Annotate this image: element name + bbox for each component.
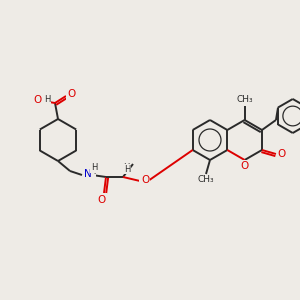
Text: CH₃: CH₃ xyxy=(198,176,214,184)
Text: O: O xyxy=(278,149,286,159)
Text: H: H xyxy=(89,167,95,176)
Text: CH₃: CH₃ xyxy=(236,95,253,104)
Text: H: H xyxy=(123,164,129,172)
Text: N: N xyxy=(83,170,91,180)
Text: H: H xyxy=(91,164,97,172)
Text: N: N xyxy=(84,169,92,179)
Text: O: O xyxy=(141,175,149,185)
Text: H: H xyxy=(43,95,50,104)
Text: O: O xyxy=(241,161,249,171)
Text: O: O xyxy=(98,194,106,204)
Text: O: O xyxy=(97,195,105,205)
Text: O: O xyxy=(67,90,75,100)
Text: H: H xyxy=(44,95,50,104)
Text: O: O xyxy=(68,89,76,99)
Text: O: O xyxy=(140,176,148,186)
Text: O: O xyxy=(34,95,42,105)
Text: H: H xyxy=(124,164,130,173)
Text: O: O xyxy=(33,95,41,105)
